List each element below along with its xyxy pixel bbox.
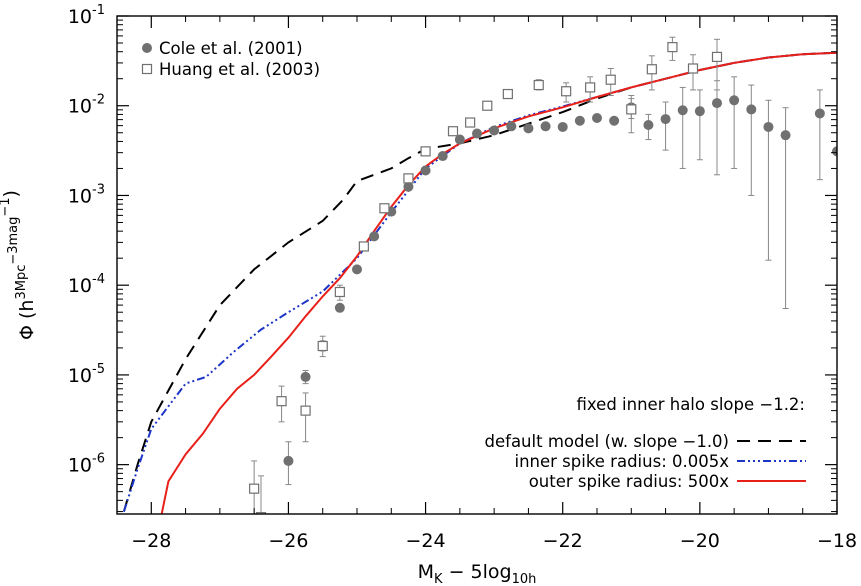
data-point-cole bbox=[660, 114, 671, 125]
legend-label: outer spike radius: 500x bbox=[529, 472, 730, 491]
x-tick-label: −28 bbox=[131, 530, 171, 552]
y-tick-label: 10-3 bbox=[68, 182, 105, 207]
y-tick-label: 10-2 bbox=[68, 93, 105, 118]
data-point-huang bbox=[465, 117, 476, 128]
data-point-huang bbox=[379, 203, 390, 214]
legend-label: inner spike radius: 0.005x bbox=[514, 452, 729, 471]
legend-marker-cole bbox=[142, 43, 152, 53]
data-point-cole bbox=[746, 104, 757, 115]
data-point-cole bbox=[489, 125, 500, 136]
data-point-cole bbox=[523, 123, 534, 134]
data-point-huang bbox=[317, 340, 328, 352]
plot-frame bbox=[116, 15, 838, 515]
data-point-cole bbox=[574, 115, 585, 126]
data-point-huang bbox=[403, 173, 414, 184]
y-tick-label: 10-6 bbox=[68, 452, 105, 477]
data-point-cole bbox=[677, 105, 688, 116]
x-tick-label: −22 bbox=[543, 530, 583, 552]
y-tick-label: 10-5 bbox=[68, 362, 105, 387]
series-line-inner bbox=[122, 51, 837, 512]
data-point-huang bbox=[667, 42, 678, 53]
data-layer bbox=[122, 36, 837, 514]
data-point-cole bbox=[283, 455, 294, 466]
y-tick-label: 10-4 bbox=[68, 272, 105, 297]
data-point-cole bbox=[369, 231, 380, 242]
data-point-huang bbox=[358, 241, 369, 252]
data-point-huang bbox=[334, 286, 345, 298]
data-point-cole bbox=[763, 121, 774, 132]
data-point-huang bbox=[646, 64, 657, 75]
x-tick-label: −20 bbox=[680, 530, 720, 552]
data-point-huang bbox=[502, 88, 513, 100]
data-point-huang bbox=[585, 82, 596, 93]
data-point-cole bbox=[609, 115, 620, 126]
x-tick-label: −26 bbox=[268, 530, 308, 552]
data-point-cole bbox=[403, 181, 414, 192]
data-point-cole bbox=[352, 264, 362, 275]
series-line-default bbox=[122, 51, 837, 512]
data-point-huang bbox=[711, 51, 723, 63]
data-point-cole bbox=[420, 165, 431, 176]
legend-label: Huang et al. (2003) bbox=[159, 60, 320, 79]
data-point-huang bbox=[626, 104, 637, 115]
data-point-cole bbox=[437, 151, 448, 162]
data-point-cole bbox=[540, 121, 551, 132]
data-point-cole bbox=[832, 146, 837, 157]
data-point-cole bbox=[694, 106, 705, 117]
data-point-cole bbox=[712, 98, 722, 109]
legend: Cole et al. (2001) Huang et al. (2003) fix… bbox=[141, 39, 806, 491]
legend-marker-huang bbox=[141, 63, 153, 75]
data-point-huang bbox=[605, 74, 616, 85]
data-point-cole bbox=[454, 134, 465, 145]
data-point-huang bbox=[420, 146, 431, 157]
data-point-huang bbox=[533, 79, 544, 91]
data-point-cole bbox=[729, 95, 740, 106]
data-point-huang bbox=[687, 63, 699, 74]
x-tick-label: −24 bbox=[406, 530, 446, 552]
data-point-huang bbox=[276, 396, 287, 407]
data-point-huang bbox=[561, 86, 572, 97]
y-tick-label: 10-1 bbox=[68, 3, 105, 28]
data-point-cole bbox=[780, 130, 791, 141]
data-point-cole bbox=[643, 119, 654, 130]
data-point-huang bbox=[249, 483, 260, 494]
x-tick-label: −18 bbox=[817, 530, 857, 552]
x-axis-label: MK − 5log10h bbox=[418, 561, 537, 586]
plot-area bbox=[122, 36, 837, 514]
data-point-huang bbox=[300, 405, 311, 416]
legend-label: Cole et al. (2001) bbox=[159, 39, 303, 58]
data-point-huang bbox=[482, 100, 493, 111]
series-line-outer bbox=[160, 51, 837, 514]
data-point-cole bbox=[814, 108, 825, 119]
data-point-cole bbox=[300, 371, 311, 382]
axes-ticks: −28 −26 −24 −22 −20 −18 10-1 10-2 10-3 10-4 10-5 10… bbox=[0, 3, 857, 586]
data-point-cole bbox=[592, 112, 602, 123]
data-point-cole bbox=[334, 302, 345, 313]
data-point-cole bbox=[472, 128, 482, 139]
data-point-huang bbox=[447, 126, 459, 137]
legend-label: default model (w. slope −1.0) bbox=[485, 432, 729, 451]
data-point-cole bbox=[506, 121, 517, 132]
y-axis-label: Φ (h3Mpc−3mag−1) bbox=[0, 190, 38, 340]
annotation-text: fixed inner halo slope −1.2: bbox=[577, 395, 805, 414]
data-point-cole bbox=[557, 121, 568, 132]
